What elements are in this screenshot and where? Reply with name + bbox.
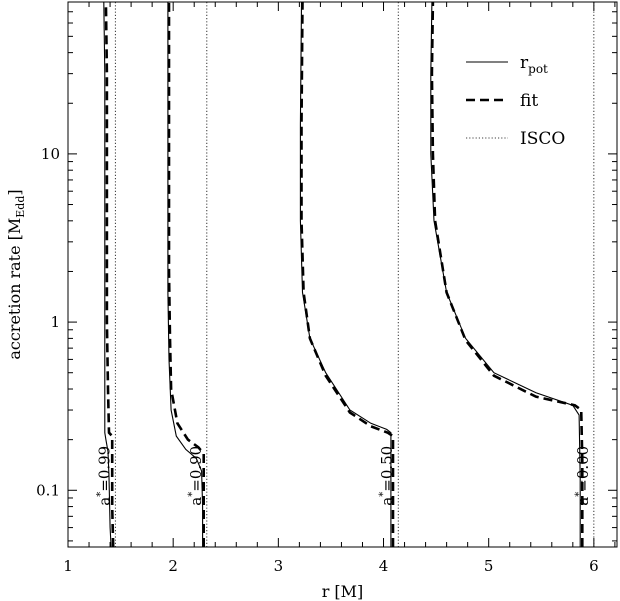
isco-lines (114, 2, 595, 547)
spin-label-0.99: a*=0.99 (95, 446, 113, 506)
fit-curve-0.00 (430, 1, 584, 547)
legend-label-dashed: fit (520, 91, 538, 111)
x-tick-label: 5 (484, 557, 494, 575)
axis-ticks (67, 1, 617, 547)
legend-label-dotted: ISCO (520, 129, 565, 149)
legend: rpot fit ISCO (466, 53, 565, 149)
tick-labels: 1 2 3 4 5 6 0.1 1 10 a*=0.99 a*=0.90 a*=0.50 a*=0.00 (36, 145, 598, 575)
series-lines (103, 1, 584, 548)
fit-curve-0.90 (167, 2, 205, 547)
x-tick-label: 3 (274, 557, 284, 575)
legend-label-solid: rpot (520, 53, 548, 76)
plot-frame (67, 1, 618, 548)
fit-curve-0.50 (300, 1, 395, 547)
spin-label-0.90: a*=0.90 (187, 446, 205, 506)
spin-label-0.50: a*=0.50 (378, 446, 396, 506)
rpot-curve-0.00 (430, 1, 581, 547)
y-axis-title: accretion rate [MEdd] (5, 189, 27, 359)
y-tick-label: 1 (50, 313, 60, 331)
y-tick-label: 0.1 (36, 481, 60, 499)
x-tick-label: 1 (63, 557, 73, 575)
x-tick-label: 6 (589, 557, 599, 575)
x-tick-label: 4 (379, 557, 389, 575)
x-tick-label: 2 (168, 557, 178, 575)
fit-curve-0.99 (104, 1, 115, 548)
spin-label-0.00: a*=0.00 (574, 446, 592, 506)
rpot-curve-0.99 (103, 1, 112, 548)
y-tick-label: 10 (41, 145, 60, 163)
x-axis-title: r [M] (322, 582, 364, 601)
